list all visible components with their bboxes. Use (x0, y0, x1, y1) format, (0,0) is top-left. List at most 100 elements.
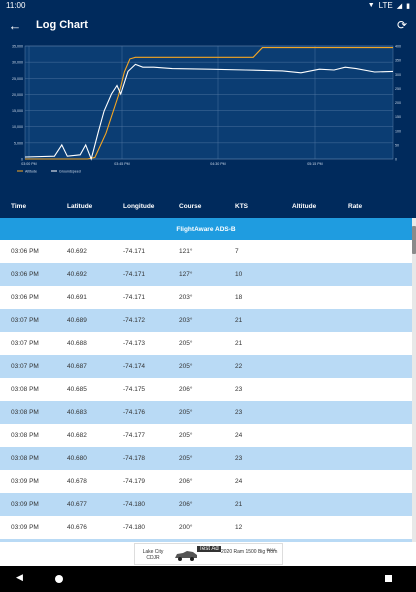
table-row[interactable]: 03:09 PM 40.676 -74.180 200° 12 (0, 516, 412, 539)
legend-label: Altitude (25, 169, 37, 173)
cell-kts: 21 (235, 317, 243, 324)
scrollbar-track[interactable] (412, 218, 416, 542)
status-time: 11:00 (6, 1, 26, 10)
table-row[interactable]: 03:08 PM 40.685 -74.175 206° 23 (0, 378, 412, 401)
table-row[interactable]: 03:07 PM 40.689 -74.172 203° 21 (0, 309, 412, 332)
x-tick-label: 05:15 PM (307, 162, 322, 166)
cell-kts: 18 (235, 294, 243, 301)
y-left-tick-label: 30,000 (12, 61, 23, 65)
cell-course: 205° (179, 455, 193, 462)
y-right-tick-label: 0 (395, 158, 397, 162)
nav-home-icon[interactable] (55, 575, 63, 583)
cell-latitude: 40.687 (67, 363, 87, 370)
cell-latitude: 40.680 (67, 455, 87, 462)
col-header-rate: Rate (348, 203, 363, 210)
y-right-tick-label: 150 (395, 115, 401, 119)
y-left-tick-label: 5,000 (14, 141, 23, 145)
cell-latitude: 40.678 (67, 478, 87, 485)
y-right-tick-label: 350 (395, 59, 401, 63)
table-row[interactable]: 03:06 PM 40.692 -74.171 121° 7 (0, 240, 412, 263)
table-row[interactable]: 03:08 PM 40.682 -74.177 205° 24 (0, 424, 412, 447)
cell-course: 203° (179, 294, 193, 301)
cell-time: 03:08 PM (11, 386, 39, 393)
cell-time: 03:08 PM (11, 432, 39, 439)
col-header-course: Course (179, 203, 202, 210)
cell-latitude: 40.689 (67, 317, 87, 324)
cell-latitude: 40.683 (67, 409, 87, 416)
table-row[interactable]: 03:07 PM 40.688 -74.173 205° 21 (0, 332, 412, 355)
y-left-tick-label: 35,000 (12, 45, 23, 49)
table-row[interactable]: 03:09 PM 40.678 -74.179 206° 24 (0, 470, 412, 493)
page-title: Log Chart (36, 19, 88, 31)
status-bar: 11:00 ▼ LTE ◢ ▮ (0, 0, 416, 11)
cell-course: 203° (179, 317, 193, 324)
nav-recents-icon[interactable] (385, 575, 392, 582)
cell-course: 206° (179, 478, 193, 485)
cell-latitude: 40.692 (67, 248, 87, 255)
y-left-tick-label: 15,000 (12, 109, 23, 113)
col-header-kts: KTS (235, 203, 248, 210)
cell-time: 03:06 PM (11, 294, 39, 301)
battery-icon: ▮ (406, 2, 410, 10)
cell-time: 03:07 PM (11, 317, 39, 324)
table-row[interactable]: 03:06 PM 40.692 -74.171 127° 10 (0, 263, 412, 286)
x-tick-label: 03:45 PM (114, 162, 129, 166)
table-row[interactable]: 03:07 PM 40.687 -74.174 205° 22 (0, 355, 412, 378)
ad-vehicle-text: 2020 Ram 1500 Big Horn (221, 549, 278, 555)
legend-label: Groundspeed (59, 169, 81, 173)
log-chart: 35,000 30,000 25,000 20,000 15,000 10,000 5,00… (0, 39, 416, 192)
cell-kts: 21 (235, 501, 243, 508)
data-table[interactable]: 03:06 PM 40.692 -74.171 121° 7 03:06 PM 40.692… (0, 240, 412, 542)
cell-course: 205° (179, 409, 193, 416)
ad-box[interactable]: Lake City CDJR Test Ad 2020 Ram 1500 Big… (134, 543, 283, 565)
cell-time: 03:07 PM (11, 340, 39, 347)
cell-kts: 23 (235, 386, 243, 393)
cell-kts: 23 (235, 455, 243, 462)
x-tick-label: 04:30 PM (210, 162, 225, 166)
cell-kts: 24 (235, 478, 243, 485)
cell-course: 127° (179, 271, 193, 278)
cell-longitude: -74.171 (123, 271, 146, 278)
plot-area (24, 45, 394, 160)
table-header: Time Latitude Longitude Course KTS Altit… (0, 192, 416, 218)
wifi-icon: ▼ (367, 2, 375, 9)
cell-longitude: -74.171 (123, 248, 146, 255)
y-right-tick-label: 400 (395, 45, 401, 49)
table-row[interactable]: 03:08 PM 40.683 -74.176 205° 23 (0, 401, 412, 424)
back-arrow-icon[interactable]: ← (8, 17, 22, 33)
cell-latitude: 40.677 (67, 501, 87, 508)
series-line-altitude (25, 47, 393, 160)
cell-longitude: -74.177 (123, 432, 146, 439)
scrollbar-thumb[interactable] (412, 226, 416, 254)
table-row[interactable]: 03:06 PM 40.691 -74.171 203° 18 (0, 286, 412, 309)
cell-time: 03:06 PM (11, 271, 39, 278)
refresh-icon[interactable]: ⟳ (396, 18, 408, 32)
cell-latitude: 40.685 (67, 386, 87, 393)
cell-time: 03:09 PM (11, 524, 39, 531)
cell-latitude: 40.692 (67, 271, 87, 278)
col-header-latitude: Latitude (67, 203, 93, 210)
cell-course: 121° (179, 248, 193, 255)
cell-kts: 7 (235, 248, 239, 255)
cell-latitude: 40.691 (67, 294, 87, 301)
ram-logo-icon: RAM (266, 547, 276, 552)
y-left-tick-label: 20,000 (12, 93, 23, 97)
cell-time: 03:06 PM (11, 248, 39, 255)
y-right-tick-label: 300 (395, 73, 401, 77)
cell-kts: 10 (235, 271, 243, 278)
cell-latitude: 40.676 (67, 524, 87, 531)
cell-longitude: -74.174 (123, 363, 146, 370)
table-row[interactable]: 03:08 PM 40.680 -74.178 205° 23 (0, 447, 412, 470)
table-row[interactable]: 03:09 PM 40.677 -74.180 206° 21 (0, 493, 412, 516)
y-right-tick-label: 200 (395, 101, 401, 105)
cell-course: 205° (179, 340, 193, 347)
cell-time: 03:09 PM (11, 478, 39, 485)
cell-course: 205° (179, 432, 193, 439)
col-header-time: Time (11, 203, 27, 210)
y-left-tick-label: 0 (21, 158, 23, 162)
cell-longitude: -74.176 (123, 409, 146, 416)
section-header: FlightAware ADS-B (0, 218, 412, 240)
nav-back-icon[interactable]: ◀ (16, 572, 23, 582)
cell-time: 03:08 PM (11, 455, 39, 462)
